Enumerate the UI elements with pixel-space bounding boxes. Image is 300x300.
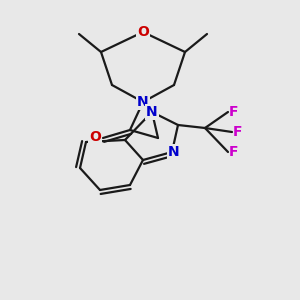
Text: O: O [89,130,101,144]
Text: N: N [168,145,180,159]
Text: N: N [146,105,158,119]
Text: F: F [229,105,239,119]
Text: F: F [229,145,239,159]
Text: N: N [137,95,149,109]
Text: F: F [233,125,243,139]
Text: O: O [137,25,149,39]
